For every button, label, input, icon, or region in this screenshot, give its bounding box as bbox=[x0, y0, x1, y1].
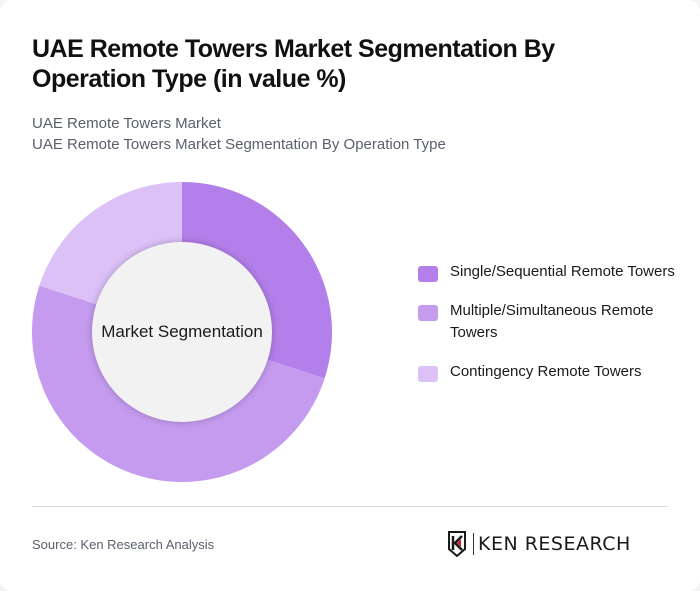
legend-item-single-sequential[interactable]: Single/Sequential Remote Towers bbox=[418, 261, 688, 283]
legend-swatch-icon bbox=[418, 366, 438, 382]
legend-swatch-icon bbox=[418, 305, 438, 321]
donut-center bbox=[92, 242, 272, 422]
legend-label: Multiple/Simultaneous Remote Towers bbox=[450, 302, 654, 341]
chart-subtitle: UAE Remote Towers Market UAE Remote Towe… bbox=[32, 113, 446, 155]
source-note: Source: Ken Research Analysis bbox=[32, 537, 215, 552]
chart-title: UAE Remote Towers Market Segmentation By… bbox=[32, 35, 555, 93]
legend-label: Single/Sequential Remote Towers bbox=[450, 263, 675, 280]
footer-divider bbox=[32, 506, 668, 507]
logo-separator bbox=[473, 533, 474, 555]
subtitle-market: UAE Remote Towers Market bbox=[32, 115, 221, 132]
legend-label: Contingency Remote Towers bbox=[450, 363, 642, 380]
ken-research-logo[interactable]: KEN RESEARCH bbox=[447, 531, 631, 557]
legend-swatch-icon bbox=[418, 266, 438, 282]
legend-item-contingency[interactable]: Contingency Remote Towers bbox=[418, 361, 688, 383]
donut-chart: Market Segmentation bbox=[32, 182, 332, 482]
donut-svg bbox=[32, 182, 332, 482]
donut-center-label: Market Segmentation bbox=[101, 322, 263, 341]
logo-text: KEN RESEARCH bbox=[478, 533, 631, 555]
chart-legend: Single/Sequential Remote Towers Multiple… bbox=[418, 261, 688, 383]
ken-shield-icon bbox=[448, 531, 466, 557]
legend-item-multiple-simultaneous[interactable]: Multiple/Simultaneous Remote Towers bbox=[418, 300, 688, 344]
subtitle-segmentation: UAE Remote Towers Market Segmentation By… bbox=[32, 136, 446, 153]
